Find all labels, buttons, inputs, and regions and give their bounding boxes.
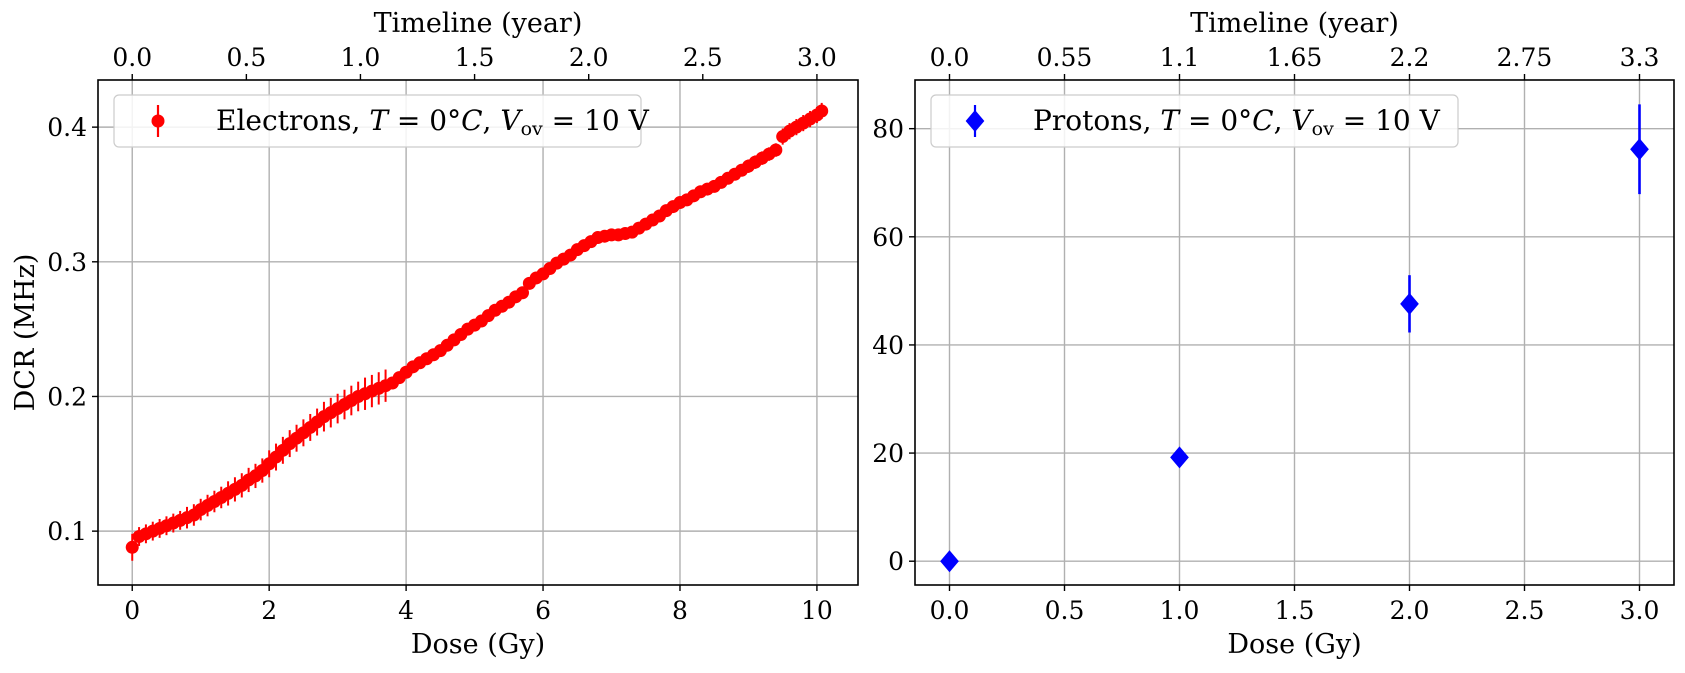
electrons-top-x-tick-label: 2.5 bbox=[683, 43, 723, 72]
protons-grid bbox=[915, 80, 1674, 585]
protons-x-tick-label: 1.0 bbox=[1160, 596, 1200, 625]
electrons-plot-frame bbox=[97, 79, 859, 586]
electrons-data-point bbox=[516, 286, 530, 300]
protons-legend-label: Protons, T = 0°C, Vov = 10 V bbox=[1033, 104, 1441, 140]
electrons-y-tick-label: 0.4 bbox=[47, 113, 87, 142]
protons-x-tick-label: 2.0 bbox=[1390, 596, 1430, 625]
electrons-data-points bbox=[125, 102, 829, 561]
electrons-legend: Electrons, T = 0°C, Vov = 10 V bbox=[113, 94, 650, 148]
protons-data-point bbox=[1170, 446, 1189, 469]
protons-y-tick-label: 40 bbox=[872, 331, 904, 360]
protons-top-x-tick-label: 3.3 bbox=[1620, 43, 1660, 72]
protons-legend-box bbox=[930, 94, 1459, 148]
electrons-x-tick-label: 6 bbox=[535, 596, 551, 625]
electrons-x-tick-label: 0 bbox=[124, 596, 140, 625]
electrons-x-tick-label: 2 bbox=[261, 596, 277, 625]
electrons-data-point bbox=[769, 143, 783, 157]
electrons-ticks: 0 2 4 6 8 10 0.0 0.5 1.0 1.5 2.0 2.5 3.0 0.1 0.2 0.3 0.4 bbox=[47, 43, 837, 625]
protons-panel: 0.0 0.5 1.0 1.5 2.0 2.5 3.0 0.0 0.55 1.1 1.65 2.2 2.… bbox=[872, 8, 1675, 660]
electrons-legend-label: Electrons, T = 0°C, Vov = 10 V bbox=[216, 104, 650, 140]
protons-x-tick-label: 2.5 bbox=[1505, 596, 1545, 625]
electrons-legend-box bbox=[113, 94, 642, 148]
electrons-x-tick-label: 10 bbox=[801, 596, 833, 625]
electrons-panel: 0 2 4 6 8 10 0.0 0.5 1.0 1.5 2.0 2.5 3.0 0.1 0.2 0.3 0.4… bbox=[10, 8, 859, 660]
protons-x-axis-title: Dose (Gy) bbox=[1227, 629, 1361, 660]
electrons-top-axis-title: Timeline (year) bbox=[374, 8, 583, 39]
electrons-top-x-tick-label: 2.0 bbox=[569, 43, 609, 72]
electrons-y-tick-label: 0.2 bbox=[47, 382, 87, 411]
electrons-top-x-tick-label: 1.0 bbox=[341, 43, 381, 72]
electrons-top-x-tick-label: 0.5 bbox=[226, 43, 266, 72]
protons-legend: Protons, T = 0°C, Vov = 10 V bbox=[930, 94, 1459, 148]
protons-data-point bbox=[1630, 138, 1649, 161]
electrons-x-tick-label: 4 bbox=[398, 596, 414, 625]
protons-x-tick-label: 0.5 bbox=[1045, 596, 1085, 625]
electrons-y-axis-title: DCR (MHz) bbox=[10, 254, 41, 412]
electrons-top-x-tick-label: 3.0 bbox=[797, 43, 837, 72]
electrons-legend-marker bbox=[151, 114, 165, 128]
electrons-top-x-tick-label: 1.5 bbox=[455, 43, 495, 72]
protons-top-x-tick-label: 1.65 bbox=[1267, 43, 1323, 72]
protons-y-tick-label: 60 bbox=[872, 223, 904, 252]
protons-x-tick-label: 0.0 bbox=[930, 596, 970, 625]
protons-top-x-tick-label: 0.55 bbox=[1037, 43, 1093, 72]
protons-top-x-tick-label: 2.75 bbox=[1497, 43, 1553, 72]
electrons-x-tick-label: 8 bbox=[672, 596, 688, 625]
protons-data-point bbox=[940, 550, 959, 573]
electrons-data-point bbox=[815, 104, 829, 118]
protons-top-axis-title: Timeline (year) bbox=[1190, 8, 1399, 39]
electrons-top-x-tick-label: 0.0 bbox=[112, 43, 152, 72]
electrons-data-point bbox=[125, 540, 139, 554]
protons-data-points bbox=[940, 104, 1649, 573]
protons-top-x-tick-label: 1.1 bbox=[1160, 43, 1200, 72]
electrons-grid bbox=[98, 80, 858, 585]
protons-top-x-tick-label: 2.2 bbox=[1390, 43, 1430, 72]
protons-top-x-tick-label: 0.0 bbox=[930, 43, 970, 72]
electrons-y-tick-label: 0.1 bbox=[47, 517, 87, 546]
protons-x-tick-label: 3.0 bbox=[1620, 596, 1660, 625]
protons-y-tick-label: 0 bbox=[888, 547, 904, 576]
electrons-x-axis-title: Dose (Gy) bbox=[411, 629, 545, 660]
protons-y-tick-label: 20 bbox=[872, 439, 904, 468]
protons-ticks: 0.0 0.5 1.0 1.5 2.0 2.5 3.0 0.0 0.55 1.1 1.65 2.2 2.… bbox=[872, 43, 1659, 625]
electrons-y-tick-label: 0.3 bbox=[47, 248, 87, 277]
protons-data-point bbox=[1400, 292, 1419, 315]
protons-legend-marker bbox=[965, 110, 985, 132]
protons-y-tick-label: 80 bbox=[872, 115, 904, 144]
protons-x-tick-label: 1.5 bbox=[1275, 596, 1315, 625]
